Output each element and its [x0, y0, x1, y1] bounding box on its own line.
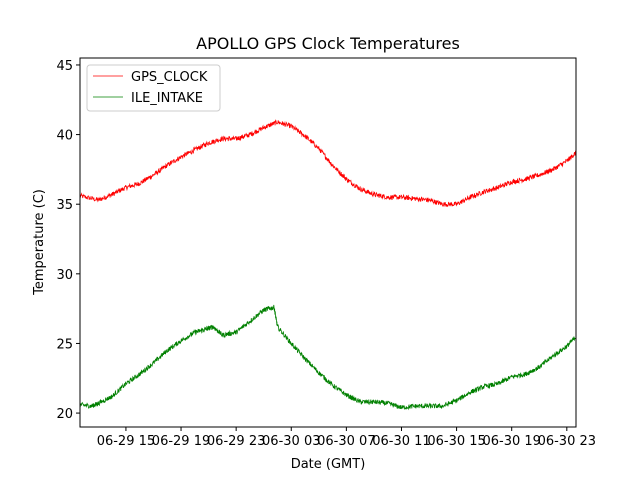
series-layer [79, 119, 577, 411]
plot-frame [79, 57, 577, 428]
y-tick-label: 35 [56, 198, 73, 213]
y-axis: 20 25 30 35 40 45 [56, 59, 80, 422]
chart-title: APOLLO GPS Clock Temperatures [196, 34, 460, 53]
y-tick-label: 45 [56, 59, 73, 74]
x-tick-label: 06-29 19 [152, 434, 210, 449]
x-tick-label: 06-30 19 [482, 434, 540, 449]
x-tick-label: 06-30 15 [427, 434, 485, 449]
x-tick-label: 06-29 15 [97, 434, 155, 449]
legend: GPS_CLOCK ILE_INTAKE [86, 64, 221, 112]
x-tick-label: 06-30 11 [372, 434, 430, 449]
x-tick-label: 06-29 23 [207, 434, 265, 449]
x-axis-title: Date (GMT) [291, 457, 366, 472]
legend-label-gps-clock: GPS_CLOCK [131, 70, 208, 85]
y-tick-label: 30 [56, 268, 73, 283]
series-line-gps-clock [79, 119, 577, 208]
y-tick-label: 40 [56, 129, 73, 144]
legend-label-ile-intake: ILE_INTAKE [131, 91, 203, 106]
y-tick-label: 20 [56, 407, 73, 422]
legend-box [86, 64, 221, 112]
y-tick-label: 25 [56, 337, 73, 352]
y-axis-title: Temperature (C) [32, 189, 47, 296]
x-tick-label: 06-30 03 [262, 434, 320, 449]
x-tick-label: 06-30 23 [538, 434, 596, 449]
series-line-ile-intake [79, 304, 577, 411]
x-tick-label: 06-30 07 [317, 434, 375, 449]
